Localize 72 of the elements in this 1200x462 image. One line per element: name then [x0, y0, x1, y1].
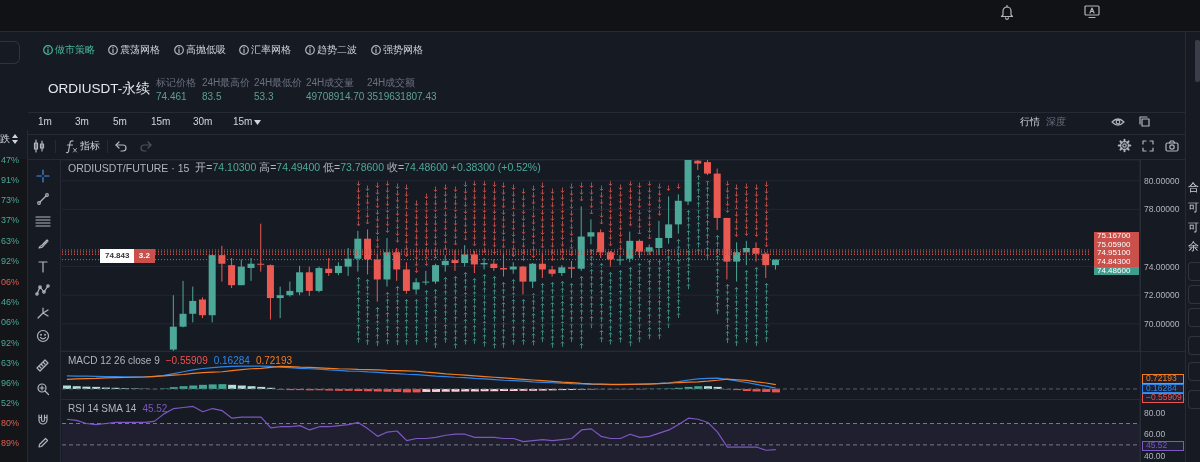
text: 趋势二波 [317, 44, 357, 55]
text: 92% [1, 337, 20, 348]
text: 0.72193 [1146, 373, 1177, 383]
text: 深度 [1046, 116, 1066, 127]
text: 跌 [0, 133, 10, 144]
text: 指标 [80, 140, 100, 151]
y-tick-label: 78.00000 [1144, 204, 1180, 215]
series-label: 0.72193 [255, 354, 293, 366]
text: 15m [233, 116, 253, 127]
chart-title: ORDIUSDT/FUTURE · 15 [68, 162, 190, 174]
ref-line-label: 74.95100 [1097, 248, 1131, 258]
text: 74.461 [156, 91, 187, 102]
text: 92% [1, 255, 20, 266]
text: 合 [1188, 180, 1199, 193]
text: 震荡网格 [120, 44, 160, 55]
y-tick-label: 40.00 [1144, 450, 1166, 461]
text: 行情 [1020, 116, 1040, 127]
text: 53.3 [254, 91, 274, 102]
text: 0.16284 [1146, 383, 1177, 393]
series-label: −0.55909 [165, 354, 208, 366]
text: 91% [1, 174, 20, 185]
y-tick-label: 70.00000 [1144, 318, 1180, 329]
chart-subtitle: 开=74.10300 高=74.49400 低=73.78600 收=74.48600 +0.38300 (+0.52%) [195, 161, 541, 173]
text: 24H最高价 [202, 77, 251, 88]
text: 37% [1, 214, 20, 225]
text: ORDIUSDT-永续 [48, 81, 151, 97]
text: 30m [193, 116, 213, 127]
y-tick-label: 60.00 [1144, 429, 1166, 440]
text: 06% [1, 276, 20, 287]
text: 46% [1, 296, 20, 307]
ref-line-label: 74.48600 [1097, 265, 1131, 275]
series-label: 45.52 [142, 402, 168, 414]
y-tick-label: 74.00000 [1144, 261, 1180, 272]
text: 强势网格 [383, 44, 423, 55]
y-tick-label: 80.00 [1144, 407, 1166, 418]
text: 80% [1, 417, 20, 428]
text: 余 [1188, 239, 1199, 252]
text: 63% [1, 235, 20, 246]
text: 89% [1, 437, 20, 448]
ref-line-label: 75.16700 [1097, 231, 1131, 241]
text: 可 [1188, 220, 1199, 233]
text: 49708914.70 [306, 91, 365, 102]
text: 24H最低价 [254, 77, 303, 88]
text: 15m [151, 116, 171, 127]
annotation: 74.843 3.2 [105, 250, 150, 260]
y-tick-label: 80.00000 [1144, 175, 1180, 186]
y-tick-label: 72.00000 [1144, 290, 1180, 301]
ref-line-label: 74.84300 [1097, 257, 1131, 266]
text: 52% [1, 397, 20, 408]
text: 汇率网格 [251, 44, 291, 55]
text: 73% [1, 194, 20, 205]
series-label: 0.16284 [213, 354, 250, 366]
text: 83.5 [202, 91, 222, 102]
text: 3m [75, 116, 89, 127]
chart-title: RSI 14 SMA 14 [68, 402, 137, 414]
text: 可 [1188, 200, 1199, 213]
ref-line-label: 75.05900 [1097, 239, 1131, 249]
text: 96% [1, 377, 20, 388]
text: 24H成交额 [367, 77, 416, 88]
text: 标记价格 [156, 77, 196, 88]
text: 高抛低吸 [186, 44, 226, 55]
text: 5m [113, 116, 127, 127]
text: 24H成交量 [306, 77, 355, 88]
text: 06% [1, 316, 20, 327]
text: 45.52 [1146, 441, 1168, 451]
text: −0.55909 [1146, 393, 1182, 403]
text: 63% [1, 357, 20, 368]
text: 1m [38, 116, 52, 127]
text: 47% [1, 154, 20, 165]
text: 做市策略 [55, 44, 95, 55]
chart-title: MACD 12 26 close 9 [68, 354, 160, 366]
text: 3519631807.43 [367, 91, 437, 102]
